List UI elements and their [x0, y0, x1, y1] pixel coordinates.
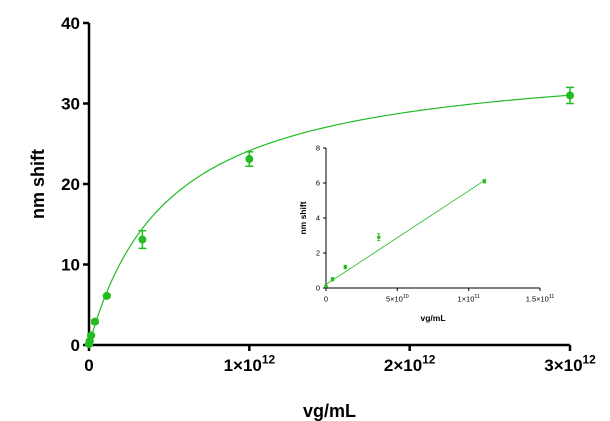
x-tick-label: 1×1012 [224, 352, 276, 375]
fit-curve [325, 180, 485, 285]
y-tick-label: 40 [61, 14, 80, 33]
x-tick-label: 1.5×1011 [526, 294, 555, 303]
data-point [377, 235, 381, 239]
x-tick-label: 1×1011 [457, 294, 479, 303]
fit-curve [88, 94, 571, 346]
y-tick-label: 0 [316, 284, 320, 293]
data-point [330, 277, 335, 281]
data-point [138, 235, 147, 244]
data-point [87, 331, 96, 340]
data-point [245, 155, 254, 164]
y-tick-label: 0 [71, 336, 80, 355]
y-tick-label: 2 [316, 249, 320, 258]
inset-plot: 0 2 4 6 8 0 5×1010 1×1011 1.5×1011 vg/mL nm shift [298, 144, 554, 323]
x-tick-label: 3×1012 [544, 352, 596, 375]
y-tick-label: 6 [316, 179, 320, 188]
y-tick-label: 30 [61, 94, 80, 113]
y-tick-label: 8 [316, 144, 320, 153]
data-point [566, 91, 574, 100]
y-tick-label: 4 [316, 214, 320, 223]
data-point [324, 284, 328, 288]
x-tick-label: 0 [84, 356, 93, 375]
data-point [343, 265, 347, 269]
x-axis-label: vg/mL [420, 313, 445, 323]
data-point [482, 179, 487, 183]
data-point [90, 317, 99, 326]
x-tick-label: 5×1010 [386, 294, 409, 303]
y-axis-label: nm shift [28, 149, 48, 219]
x-tick-label: 0 [324, 295, 328, 304]
y-axis-label: nm shift [298, 201, 308, 234]
y-tick-label: 10 [61, 255, 80, 274]
x-tick-label: 2×1012 [384, 352, 436, 375]
x-axis-label: vg/mL [303, 401, 356, 421]
y-tick-label: 20 [61, 175, 80, 194]
data-point [102, 291, 111, 300]
